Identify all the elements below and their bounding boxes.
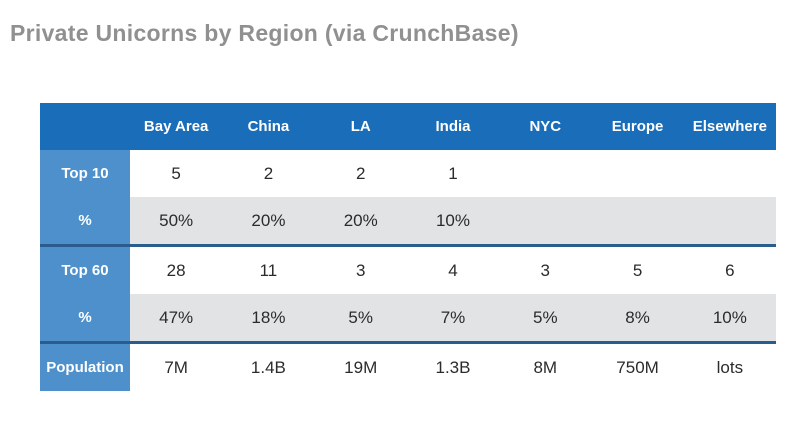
column-header-la: LA xyxy=(350,118,371,135)
table-cell: 18% xyxy=(222,294,315,341)
table-cell: 3 xyxy=(540,260,551,280)
table-cell: 5% xyxy=(314,294,407,341)
table-cell: 28 xyxy=(166,260,186,280)
row-label-top60: Top 60 xyxy=(40,247,130,294)
table-header-row: Bay Area China LA India NYC Europe Elsew… xyxy=(40,103,776,150)
table-cell: 11 xyxy=(259,260,278,280)
column-header-nyc: NYC xyxy=(529,118,562,135)
column-header-bay-area: Bay Area xyxy=(143,118,209,135)
table-cell: 5 xyxy=(171,163,181,183)
table-cell: 2 xyxy=(355,163,366,183)
table-cell: 19M xyxy=(344,357,378,377)
table-cell: 8M xyxy=(533,357,558,377)
table-cell: lots xyxy=(716,357,744,377)
table-cell: 5% xyxy=(499,294,592,341)
table-row-top60: Top 60 28 11 3 4 3 5 6 xyxy=(40,247,776,294)
table-cell xyxy=(683,197,776,244)
row-label-top10-percent: % xyxy=(40,197,130,244)
table-cell: 20% xyxy=(314,197,407,244)
row-label-population: Population xyxy=(40,344,130,391)
table-cell: 750M xyxy=(616,357,659,377)
table-cell: 5 xyxy=(632,260,643,280)
chart-title: Private Unicorns by Region (via CrunchBa… xyxy=(10,20,519,46)
column-header-china: China xyxy=(247,118,290,135)
table-cell: 7M xyxy=(164,357,188,377)
table-cell xyxy=(499,197,592,244)
row-label-top10: Top 10 xyxy=(40,150,130,197)
row-label-top60-percent: % xyxy=(40,294,130,341)
table-cell: 1.3B xyxy=(435,357,471,377)
table-cell xyxy=(499,150,591,197)
table-cell: 47% xyxy=(130,294,223,341)
column-header-elsewhere: Elsewhere xyxy=(692,118,767,135)
table-cell: 2 xyxy=(263,163,274,183)
table-cell: 10% xyxy=(406,197,500,244)
table-cell: 1.4B xyxy=(250,357,286,377)
column-header-india: India xyxy=(435,118,471,135)
table-cell: 3 xyxy=(355,260,366,280)
table-row-top10: Top 10 5 2 2 1 xyxy=(40,150,776,197)
group-separator xyxy=(40,341,776,344)
corner-cell xyxy=(40,103,130,150)
table-row-population: Population 7M 1.4B 19M 1.3B 8M 750M lots xyxy=(40,344,776,391)
table-cell: 7% xyxy=(406,294,500,341)
table-cell: 6 xyxy=(725,260,735,280)
table-cell xyxy=(591,150,683,197)
column-header-europe: Europe xyxy=(611,118,664,135)
unicorns-by-region-table: Bay Area China LA India NYC Europe Elsew… xyxy=(40,103,776,391)
table-cell xyxy=(684,150,776,197)
table-cell: 10% xyxy=(683,294,776,341)
table-cell xyxy=(591,197,684,244)
table-cell: 20% xyxy=(222,197,315,244)
table-row-top10-percent: % 50% 20% 20% 10% xyxy=(40,197,776,244)
table-cell: 50% xyxy=(130,197,223,244)
group-separator xyxy=(40,244,776,247)
table-row-top60-percent: % 47% 18% 5% 7% 5% 8% 10% xyxy=(40,294,776,341)
table-cell: 4 xyxy=(448,260,458,280)
table-cell: 1 xyxy=(448,163,458,183)
table-cell: 8% xyxy=(591,294,684,341)
